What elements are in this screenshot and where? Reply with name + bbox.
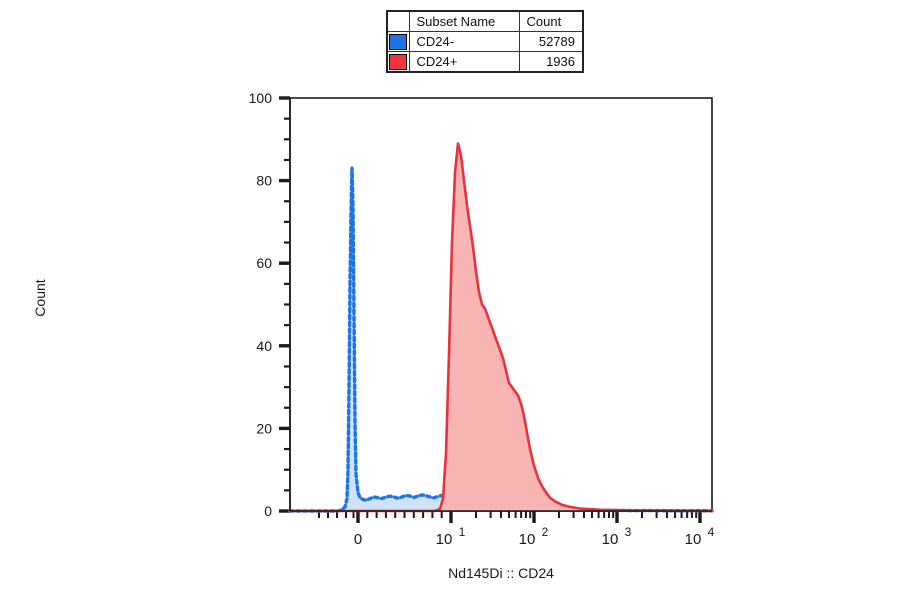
color-swatch-blue xyxy=(389,33,408,50)
x-axis-tick-exponent: 1 xyxy=(459,525,466,539)
legend-row-cd24-negative: CD24- 52789 xyxy=(386,31,584,52)
x-axis-tick-exponent: 4 xyxy=(708,525,715,539)
series-line-cd24- xyxy=(288,142,714,513)
x-axis-tick-exponent: 2 xyxy=(542,525,549,539)
legend-swatch-cell-cd24-positive xyxy=(386,51,410,73)
legend-count-cd24-positive: 1936 xyxy=(518,51,584,73)
color-swatch-red xyxy=(389,53,408,70)
x-axis-tick-label: 10 xyxy=(685,531,702,548)
legend-table: Subset Name Count CD24- 52789 CD24+ 1936 xyxy=(386,10,584,73)
legend-subset-name-cd24-positive: CD24+ xyxy=(408,51,520,73)
legend-subset-name-cd24-negative: CD24- xyxy=(408,31,520,52)
y-axis-tick-label: 100 xyxy=(249,90,273,106)
x-axis-tick-label: 10 xyxy=(436,531,453,548)
legend-swatch-cell-cd24-negative xyxy=(386,31,410,52)
y-axis-tick-label: 40 xyxy=(256,338,272,354)
legend-header: Subset Name Count xyxy=(386,10,584,32)
x-axis-tick-label: 10 xyxy=(519,531,536,548)
x-axis-tick-exponent: 3 xyxy=(625,525,632,539)
y-axis-tick-label: 20 xyxy=(256,420,272,436)
x-axis-tick-label: 0 xyxy=(354,531,362,548)
legend-count-cd24-negative: 52789 xyxy=(518,31,584,52)
legend-body: CD24- 52789 CD24+ 1936 xyxy=(386,31,584,73)
series-fill-cd24- xyxy=(290,143,712,511)
legend-header-swatch xyxy=(386,10,410,32)
legend-row-cd24-positive: CD24+ 1936 xyxy=(386,51,584,73)
legend-header-row: Subset Name Count xyxy=(386,10,584,32)
y-axis-tick-label: 60 xyxy=(256,255,272,271)
y-axis-title: Count xyxy=(32,279,48,317)
legend-header-count: Count xyxy=(518,10,584,32)
y-axis-tick-label: 0 xyxy=(264,503,272,519)
y-axis-tick-label: 80 xyxy=(256,173,272,189)
x-axis-title: Nd145Di :: CD24 xyxy=(448,565,554,581)
x-axis-tick-label: 10 xyxy=(602,531,619,548)
